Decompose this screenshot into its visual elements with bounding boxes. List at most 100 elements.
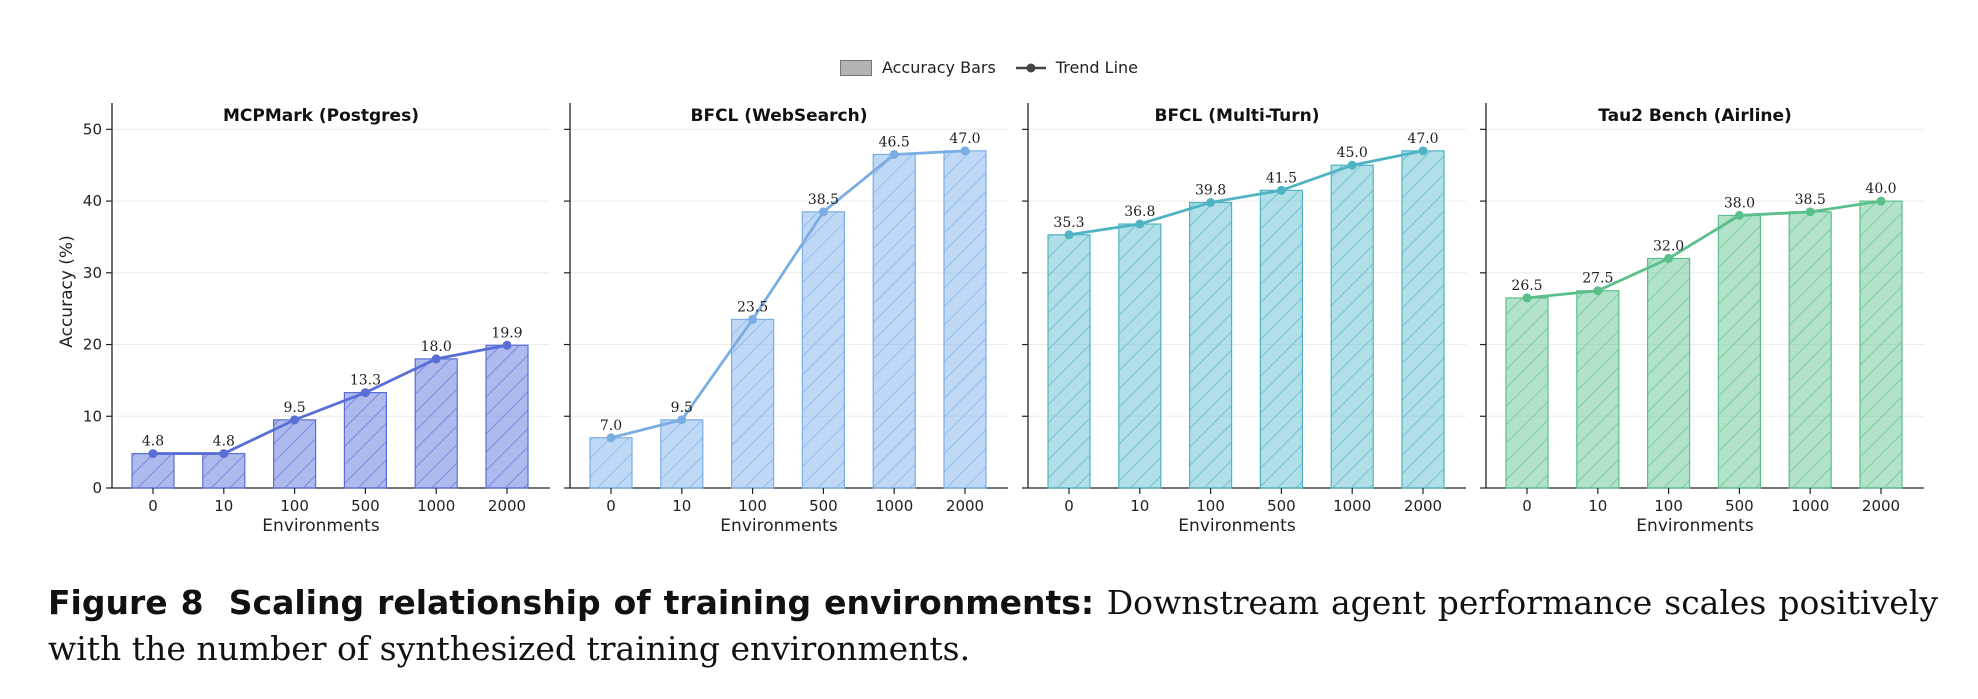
x-tick-label: 0	[148, 497, 158, 515]
figure-text: Downstream agent performance scales posi…	[48, 583, 1939, 668]
x-tick-label: 0	[1522, 497, 1532, 515]
legend-line-label: Trend Line	[1055, 58, 1139, 77]
trend-point	[148, 449, 158, 459]
x-tick-label: 500	[1267, 497, 1296, 515]
figure-caption: Figure 8 Scaling relationship of trainin…	[48, 580, 1938, 672]
trend-point	[502, 340, 512, 350]
data-label: 13.3	[350, 373, 381, 389]
trend-point	[1064, 230, 1074, 240]
trend-point	[889, 149, 899, 159]
x-tick-label: 500	[1725, 497, 1754, 515]
trend-point	[960, 146, 970, 156]
bar	[943, 150, 987, 489]
bar	[589, 437, 633, 489]
x-tick-label: 100	[280, 497, 309, 515]
x-tick-label: 500	[809, 497, 838, 515]
data-label: 38.5	[1795, 192, 1826, 208]
x-axis-label: Environments	[720, 516, 838, 536]
data-label: 26.5	[1511, 278, 1542, 294]
trend-point	[748, 314, 758, 324]
x-tick-label: 1000	[875, 497, 913, 515]
bar	[202, 452, 246, 489]
y-tick-label: 40	[83, 192, 102, 210]
y-tick-label: 10	[83, 407, 102, 425]
data-label: 27.5	[1582, 271, 1613, 287]
trend-point	[1135, 219, 1145, 229]
x-tick-label: 10	[1588, 497, 1607, 515]
data-label: 9.5	[671, 400, 693, 416]
chart-title: MCPMark (Postgres)	[223, 106, 419, 126]
bar	[1188, 201, 1233, 489]
trend-point	[818, 207, 828, 217]
chart-title: BFCL (WebSearch)	[691, 106, 868, 126]
x-tick-label: 0	[1064, 497, 1074, 515]
y-tick-label: 30	[83, 264, 102, 282]
data-label: 23.5	[737, 299, 768, 315]
trend-point	[1206, 198, 1216, 208]
bar	[131, 452, 175, 489]
figure-label: Figure 8	[48, 583, 204, 622]
legend-bar-swatch	[839, 59, 872, 76]
x-tick-label: 100	[1654, 497, 1683, 515]
x-tick-label: 0	[606, 497, 616, 515]
trend-point	[1805, 207, 1815, 217]
chart-title: Tau2 Bench (Airline)	[1598, 106, 1792, 126]
x-tick-label: 1000	[1791, 497, 1829, 515]
data-label: 18.0	[421, 339, 452, 355]
data-label: 47.0	[949, 131, 980, 147]
x-tick-label: 10	[1130, 497, 1149, 515]
x-tick-label: 100	[738, 497, 767, 515]
data-label: 47.0	[1407, 131, 1438, 147]
bar	[872, 153, 916, 489]
x-axis-label: Environments	[1636, 516, 1754, 536]
y-axis-label: Accuracy (%)	[57, 235, 77, 347]
trend-point	[1522, 293, 1532, 303]
x-axis-label: Environments	[1178, 516, 1296, 536]
data-label: 46.5	[879, 134, 910, 150]
chart-panel-4: 0 10 100 500 1000 2000 26.5 27.5 32.0 38.0 38.5 40.…	[1480, 103, 1924, 536]
bar	[485, 344, 529, 489]
x-tick-label: 500	[351, 497, 380, 515]
trend-line	[1068, 149, 1424, 237]
bar	[1047, 234, 1091, 489]
data-label: 7.0	[600, 418, 622, 434]
y-tick-label: 50	[83, 120, 102, 138]
data-label: 39.8	[1195, 183, 1226, 199]
data-label: 32.0	[1653, 238, 1684, 254]
x-tick-label: 2000	[1862, 497, 1900, 515]
trend-point	[1418, 146, 1428, 156]
x-axis-label: Environments	[262, 516, 380, 536]
bar	[1401, 150, 1445, 489]
bar	[1330, 164, 1374, 489]
bar	[801, 211, 846, 489]
x-tick-label: 10	[214, 497, 233, 515]
chart-legend: Accuracy Bars Trend Line	[0, 58, 1978, 77]
legend-bars-label: Accuracy Bars	[881, 58, 996, 77]
bar	[343, 391, 387, 489]
trend-point	[360, 388, 370, 398]
data-label: 41.5	[1266, 170, 1297, 186]
bar	[273, 419, 317, 489]
bar	[1118, 223, 1162, 489]
trend-point	[1276, 185, 1286, 195]
trend-point	[1734, 210, 1744, 220]
data-label: 19.9	[491, 325, 522, 341]
chart-panel-2: 0 10 100 500 1000 2000 7.0 9.5 23.5 38.5 46.5 47.0 B…	[564, 103, 1008, 536]
bar	[660, 419, 704, 489]
x-tick-label: 2000	[946, 497, 984, 515]
y-tick-label: 20	[83, 336, 102, 354]
data-label: 40.0	[1865, 181, 1896, 197]
data-label: 38.0	[1724, 195, 1755, 211]
x-tick-label: 2000	[1404, 497, 1442, 515]
data-label: 35.3	[1053, 215, 1084, 231]
x-tick-label: 2000	[488, 497, 526, 515]
chart-panel-3: 0 10 100 500 1000 2000 35.3 36.8 39.8 41.5 45.0 47.…	[1022, 103, 1466, 536]
legend-item-bars: Accuracy Bars	[839, 58, 996, 77]
trend-point	[1593, 286, 1603, 296]
bar	[1576, 290, 1620, 489]
x-tick-label: 100	[1196, 497, 1225, 515]
trend-point	[431, 354, 441, 364]
trend-line	[153, 343, 508, 455]
trend-point	[1876, 196, 1886, 206]
data-label: 45.0	[1337, 145, 1368, 161]
